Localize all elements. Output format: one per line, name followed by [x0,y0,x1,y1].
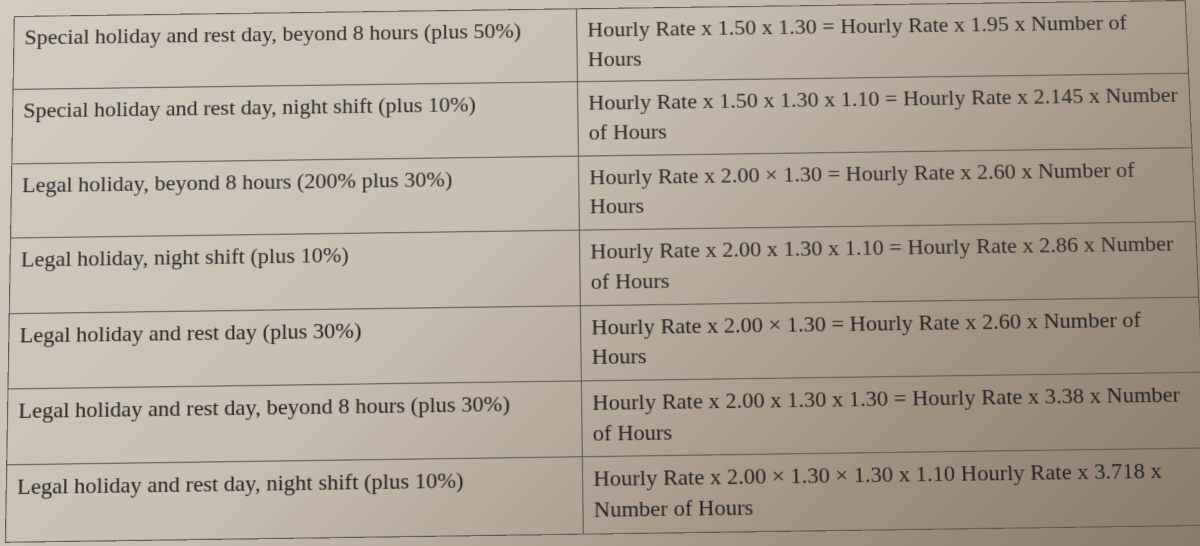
document-page: Special holiday and rest day, beyond 8 h… [14,8,1186,530]
cell-description: Legal holiday and rest day, night shift … [5,457,583,542]
cell-formula: Hourly Rate x 2.00 x 1.30 x 1.10 = Hourl… [579,222,1198,306]
table-body: Special holiday and rest day, beyond 8 h… [5,0,1200,541]
cell-description: Special holiday and rest day, night shif… [12,82,579,164]
table-row: Legal holiday and rest day, night shift … [5,448,1200,542]
cell-formula: Hourly Rate x 1.50 x 1.30 = Hourly Rate … [577,0,1189,82]
pay-rate-table: Special holiday and rest day, beyond 8 h… [5,0,1200,542]
cell-formula: Hourly Rate x 2.00 × 1.30 = Hourly Rate … [578,147,1195,230]
cell-formula: Hourly Rate x 2.00 × 1.30 = Hourly Rate … [580,297,1200,381]
cell-formula: Hourly Rate x 1.50 x 1.30 x 1.10 = Hourl… [578,74,1192,156]
cell-description: Special holiday and rest day, beyond 8 h… [13,9,577,90]
cell-description: Legal holiday, beyond 8 hours (200% plus… [11,156,580,238]
cell-description: Legal holiday, night shift (plus 10%) [9,230,580,313]
cell-description: Legal holiday and rest day (plus 30%) [8,305,581,389]
cell-formula: Hourly Rate x 2.00 × 1.30 × 1.30 x 1.10 … [582,448,1200,534]
cell-description: Legal holiday and rest day, beyond 8 hou… [7,381,583,465]
cell-formula: Hourly Rate x 2.00 x 1.30 x 1.30 = Hourl… [581,372,1200,457]
